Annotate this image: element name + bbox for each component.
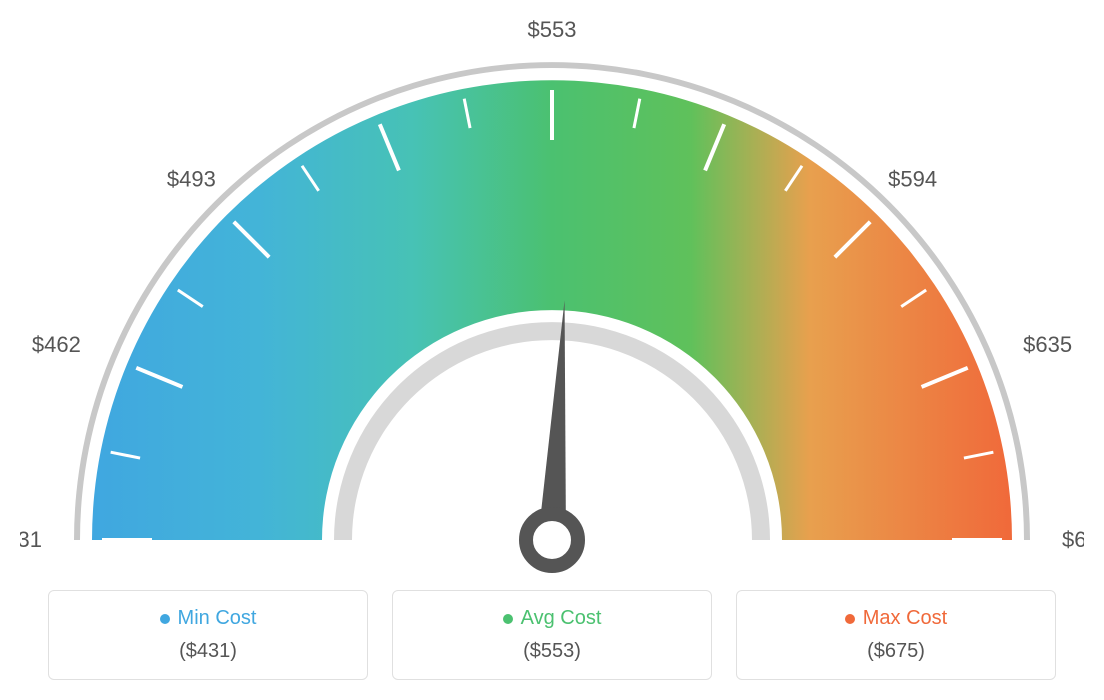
legend-label-max: Max Cost bbox=[845, 607, 947, 630]
legend-label-avg: Avg Cost bbox=[503, 607, 602, 630]
legend-box-min: Min Cost ($431) bbox=[48, 590, 368, 680]
tick-label: $635 bbox=[1023, 332, 1072, 357]
legend-min-value: ($431) bbox=[69, 640, 347, 663]
legend-avg-text: Avg Cost bbox=[521, 607, 602, 630]
tick-label: $675 bbox=[1062, 527, 1084, 552]
legend-box-max: Max Cost ($675) bbox=[736, 590, 1056, 680]
legend-box-avg: Avg Cost ($553) bbox=[392, 590, 712, 680]
legend-label-min: Min Cost bbox=[160, 607, 257, 630]
tick-label: $462 bbox=[32, 332, 81, 357]
legend-avg-value: ($553) bbox=[413, 640, 691, 663]
legend-min-text: Min Cost bbox=[178, 607, 257, 630]
dot-icon bbox=[160, 614, 170, 624]
tick-label: $594 bbox=[888, 166, 937, 191]
tick-label: $431 bbox=[20, 527, 42, 552]
tick-label: $553 bbox=[528, 20, 577, 42]
legend-row: Min Cost ($431) Avg Cost ($553) Max Cost… bbox=[20, 590, 1084, 680]
legend-max-value: ($675) bbox=[757, 640, 1035, 663]
legend-max-text: Max Cost bbox=[863, 607, 947, 630]
dot-icon bbox=[845, 614, 855, 624]
dot-icon bbox=[503, 614, 513, 624]
tick-label: $493 bbox=[167, 166, 216, 191]
gauge-chart: $431 $462 $493 $553 $594 $635 $675 bbox=[20, 20, 1084, 580]
gauge-svg: $431 $462 $493 $553 $594 $635 $675 bbox=[20, 20, 1084, 580]
